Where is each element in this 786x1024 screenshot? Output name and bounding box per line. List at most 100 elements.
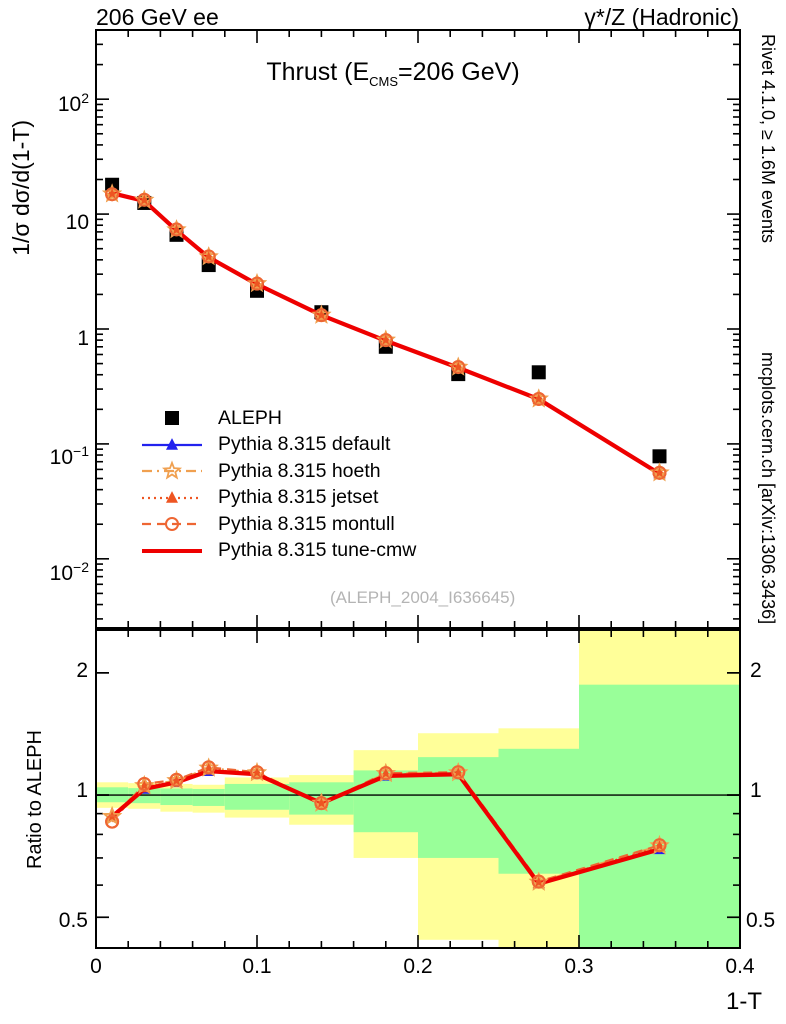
band-outer-yellow [289, 775, 354, 825]
legend-item-pythia-8-315-montull[interactable]: Pythia 8.315 montull [140, 511, 416, 538]
marker-circle-open [378, 333, 393, 348]
marker-circle-open [201, 249, 216, 264]
analysis-id-watermark: (ALEPH_2004_I636645) [330, 588, 516, 607]
legend-item-aleph[interactable]: ALEPH [140, 405, 416, 432]
legend-item-pythia-8-315-jetset[interactable]: Pythia 8.315 jetset [140, 485, 416, 512]
main-ytick-10-base: 10 [65, 211, 89, 234]
marker-circle-open [250, 276, 264, 291]
legend-key-swatch [142, 548, 202, 553]
marker-triangle [166, 490, 178, 503]
main-ytick-1em1-exp: −1 [73, 443, 89, 459]
marker-square [169, 227, 184, 242]
legend-key-swatch [142, 460, 202, 480]
marker-triangle [138, 194, 151, 206]
legend-item-label: ALEPH [218, 406, 282, 429]
band-outer-yellow [579, 630, 740, 948]
main-ytick-1em2: 10−2 [30, 559, 89, 586]
ratio-ytick-2-right: 2 [750, 659, 762, 682]
marker-triangle [532, 876, 545, 888]
marker-star-open [198, 246, 219, 266]
marker-triangle [452, 360, 465, 373]
marker-star-open [161, 460, 183, 480]
band-outer-yellow [96, 782, 129, 808]
marker-square [250, 283, 264, 298]
marker-circle-open [250, 276, 264, 291]
plot-title-post: =206 GeV) [398, 58, 520, 86]
main-ytick-1e2-exp: 2 [81, 90, 89, 106]
marker-star-open [311, 792, 332, 812]
legend-item-label: Pythia 8.315 hoeth [218, 459, 381, 482]
xtick-04: 0.4 [725, 955, 755, 978]
marker-triangle [653, 465, 666, 478]
marker-triangle [452, 360, 465, 373]
marker-triangle [170, 223, 183, 236]
marker-circle-open [652, 465, 667, 480]
header-right-text: γ*/Z (Hadronic) [584, 4, 739, 30]
main-ytick-1e2: 102 [45, 90, 89, 117]
plot-title-subscript: CMS [369, 74, 399, 89]
marker-star-open [528, 388, 549, 408]
marker-circle-open [451, 765, 466, 780]
band-inner-green [224, 783, 290, 810]
xtick-02: 0.2 [403, 955, 433, 978]
marker-circle-open [378, 766, 393, 781]
marker-circle-open [169, 772, 184, 787]
marker-circle-open [137, 776, 152, 791]
ratio-overlay-markers [105, 760, 667, 889]
marker-square [314, 305, 329, 320]
band-inner-green [192, 788, 225, 806]
marker-triangle [653, 466, 666, 479]
legend-item-pythia-8-315-tune-cmw[interactable]: Pythia 8.315 tune-cmw [140, 538, 416, 565]
band-inner-green [96, 787, 129, 803]
marker-triangle [202, 762, 215, 775]
marker-triangle [138, 780, 151, 793]
legend-item-pythia-8-315-hoeth[interactable]: Pythia 8.315 hoeth [140, 458, 416, 485]
marker-circle-open [105, 814, 120, 829]
marker-triangle [653, 840, 666, 852]
marker-triangle [532, 876, 545, 888]
marker-star-open [102, 806, 123, 826]
ratio-overlay-markers [102, 757, 670, 891]
marker-triangle [315, 308, 328, 320]
plot-title: Thrust (ECMS=206 GeV) [0, 58, 786, 89]
marker-circle-open [169, 772, 184, 787]
marker-triangle [379, 333, 392, 346]
band-outer-yellow [353, 750, 418, 858]
marker-circle-open [105, 187, 120, 202]
marker-triangle [202, 250, 215, 263]
marker-triangle [202, 762, 215, 775]
marker-star-open [134, 189, 155, 209]
marker-triangle [653, 840, 666, 852]
band-inner-green [579, 684, 740, 948]
marker-star-open [134, 775, 155, 795]
xtick-0: 0 [90, 955, 102, 978]
marker-star-open [528, 388, 549, 408]
marker-circle-open [652, 465, 667, 480]
marker-star-open [134, 775, 155, 795]
marker-star-open [166, 219, 187, 239]
legend-item-label: Pythia 8.315 tune-cmw [218, 539, 417, 562]
marker-star-open [166, 770, 187, 790]
marker-triangle [170, 774, 183, 787]
marker-star-open [649, 462, 670, 482]
marker-triangle [106, 185, 119, 198]
band-outer-yellow [192, 784, 225, 813]
marker-star-open [375, 329, 396, 349]
marker-triangle [379, 768, 392, 781]
legend-key-swatch [142, 437, 202, 450]
marker-triangle [202, 250, 215, 263]
marker-square [137, 195, 152, 210]
marker-triangle [170, 223, 183, 236]
band-outer-yellow [224, 777, 290, 818]
legend-item-pythia-8-315-default[interactable]: Pythia 8.315 default [140, 432, 416, 459]
ratio-pythia-8-315-hoeth-line [111, 767, 660, 884]
band-inner-green [353, 770, 418, 833]
ratio-ytick-05-left: 0.5 [58, 909, 88, 932]
ratio-overlay-markers [106, 762, 666, 888]
marker-star-open [528, 871, 549, 891]
marker-circle-open [105, 814, 120, 829]
main-y-axis-title: 1/σ dσ/d(1-T) [8, 120, 34, 256]
marker-circle-open [201, 249, 216, 264]
band-inner-green [498, 748, 579, 874]
